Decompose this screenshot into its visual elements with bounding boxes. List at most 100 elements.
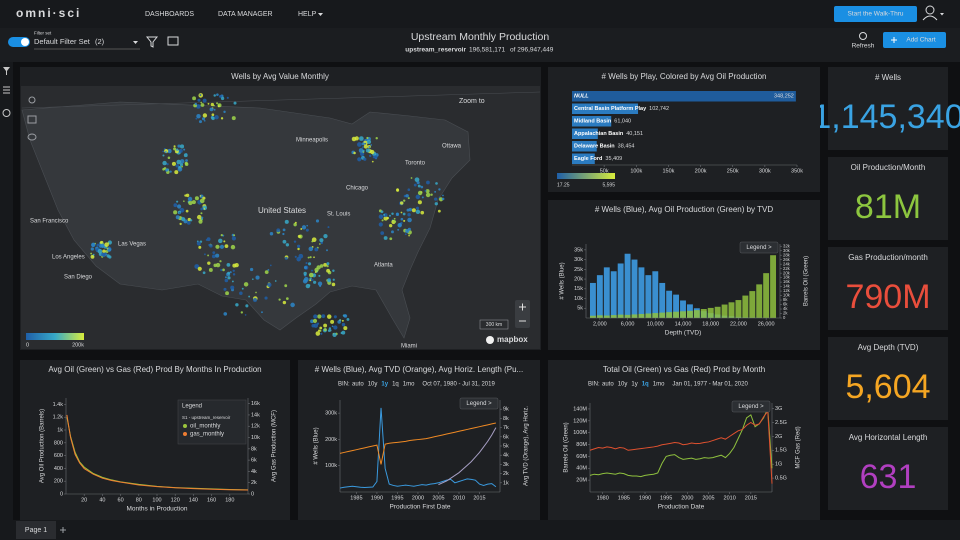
heat-point	[227, 271, 231, 275]
heat-point	[398, 223, 402, 227]
dashboard-title[interactable]: Upstream Monthly Production	[411, 31, 549, 43]
heat-point	[233, 234, 236, 237]
place-label: Los Angeles	[52, 255, 85, 261]
y-axis-label: # Wells (Blue)	[560, 262, 566, 299]
heat-point	[173, 145, 176, 148]
heat-point	[178, 165, 182, 169]
y-tick-label: 1.2k	[53, 415, 64, 421]
zoom-control[interactable]	[515, 300, 530, 328]
bar[interactable]	[572, 153, 595, 165]
filter-set[interactable]: Default Filter Set	[34, 37, 91, 46]
heat-point	[417, 200, 422, 205]
heat-point	[417, 190, 423, 196]
heat-point	[282, 232, 285, 236]
bin-option[interactable]: 10y	[368, 382, 378, 388]
legend-button[interactable]	[739, 241, 779, 254]
bar	[610, 315, 617, 318]
heat-point	[437, 209, 441, 213]
bin-option[interactable]: 1y	[381, 382, 388, 388]
page-tab-label: Page 1	[25, 527, 47, 534]
bar[interactable]	[572, 91, 796, 102]
legend-swatch	[183, 424, 187, 428]
bar[interactable]	[572, 103, 639, 115]
x-tick-label: 22,000	[730, 321, 747, 327]
heat-point	[314, 247, 319, 252]
y2-tick-label: 2k	[251, 480, 257, 486]
legend-swatch	[183, 432, 187, 436]
bin-option[interactable]: 1q	[392, 382, 399, 388]
bar[interactable]	[572, 128, 598, 140]
heat-point	[326, 262, 330, 266]
y-tick-label: 120M	[573, 418, 587, 424]
heat-point	[317, 329, 321, 332]
bar[interactable]	[572, 116, 612, 127]
zoom-to[interactable]: Zoom to	[459, 98, 485, 105]
heat-point	[233, 101, 237, 105]
map-draw-tool[interactable]	[28, 96, 36, 104]
heat-point	[211, 254, 216, 259]
logo[interactable]: omni·sci	[16, 6, 81, 20]
nav-item[interactable]: HELP	[298, 11, 317, 18]
map-draw-tool[interactable]	[27, 133, 37, 141]
refresh-icon[interactable]	[859, 32, 867, 40]
heat-point	[438, 188, 441, 191]
y2-axis-label: Avg TVD (Orange), Avg Horiz.	[524, 406, 530, 486]
heat-point	[176, 200, 179, 203]
sidebar-settings-icon[interactable]	[3, 86, 10, 94]
heat-point	[105, 253, 108, 256]
heat-point	[198, 120, 203, 124]
heat-point	[231, 116, 236, 121]
x-tick-label: 180	[225, 497, 234, 503]
bin-option[interactable]: 10y	[618, 382, 628, 388]
bin-option[interactable]: 1y	[631, 382, 637, 388]
legend-button[interactable]	[731, 400, 771, 413]
map-legend-label: 200k	[72, 342, 84, 348]
heat-point	[386, 216, 390, 220]
heat-point	[323, 262, 327, 267]
bin-option[interactable]: auto	[602, 382, 614, 388]
y-tick-label: 5k	[577, 306, 583, 312]
bar[interactable]	[572, 141, 597, 152]
bin-option[interactable]: 1q	[642, 382, 649, 388]
add-page-icon[interactable]	[60, 527, 66, 533]
legend-label: gas_monthly	[190, 432, 224, 438]
heat-point	[90, 247, 94, 251]
heat-point	[364, 142, 367, 145]
legend-label: oil_monthly	[190, 424, 220, 430]
heat-point	[333, 325, 338, 330]
sidebar-filter-icon[interactable]	[3, 67, 10, 75]
legend-button[interactable]	[459, 397, 499, 410]
kpi-tile	[828, 67, 948, 150]
y2-tick-label: 9k	[503, 407, 509, 413]
heat-point	[239, 291, 243, 296]
bin-option[interactable]: 1mo	[653, 382, 665, 388]
x-tick-label: 300k	[759, 168, 771, 174]
nav-item[interactable]: DASHBOARDS	[145, 11, 194, 18]
heat-point	[326, 264, 329, 268]
heat-point	[301, 225, 307, 230]
heat-point	[408, 234, 410, 237]
y2-tick-label: 16k	[251, 401, 260, 407]
date-range: Jan 01, 1977 - Mar 01, 2020	[672, 382, 748, 388]
comment-icon[interactable]	[167, 36, 179, 46]
bin-option[interactable]: auto	[352, 382, 364, 388]
heat-point	[311, 269, 314, 272]
heat-point	[203, 208, 206, 210]
page-tab[interactable]	[16, 521, 56, 539]
mapbox-brand: mapbox	[497, 335, 528, 344]
heat-point	[311, 279, 314, 281]
user-icon[interactable]	[925, 5, 935, 15]
filter-icon[interactable]	[145, 36, 159, 48]
bar	[638, 313, 645, 318]
walkthru-button[interactable]	[834, 6, 917, 22]
nav-item[interactable]: DATA MANAGER	[218, 11, 273, 18]
map-draw-tool[interactable]	[27, 115, 37, 124]
bin-option[interactable]: 1mo	[403, 382, 415, 388]
heat-point	[201, 218, 204, 220]
sidebar-theme-icon[interactable]	[2, 109, 11, 117]
heat-point	[207, 261, 211, 265]
add-chart-button[interactable]	[883, 32, 946, 48]
refresh-label[interactable]: Refresh	[852, 43, 875, 50]
kpi-tile	[828, 247, 948, 330]
